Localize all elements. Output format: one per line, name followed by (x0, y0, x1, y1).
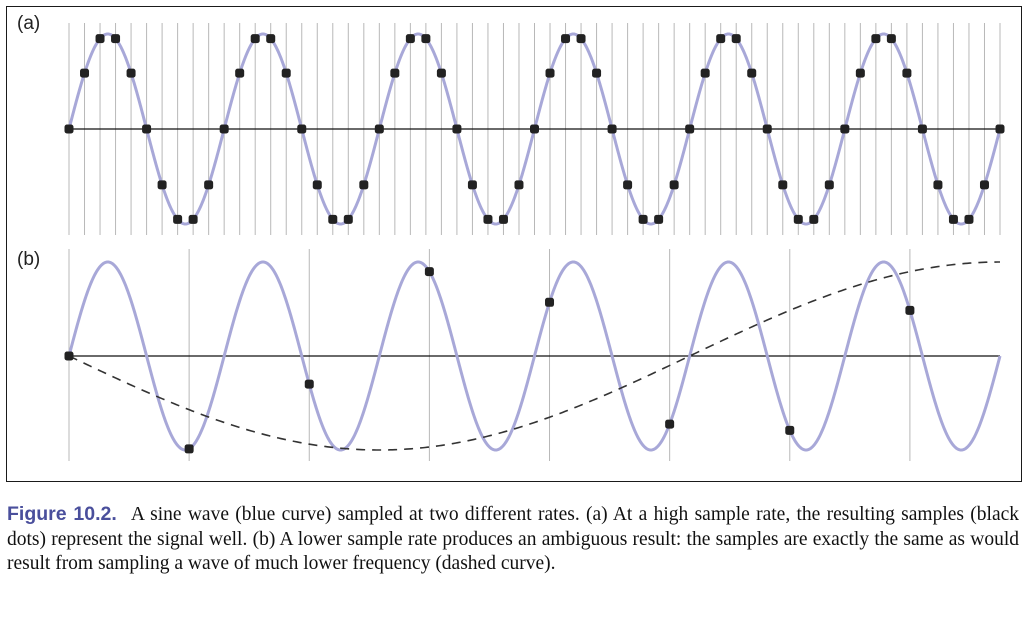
panel-a-sample-dot (219, 124, 229, 134)
panel-a-sample-dot (592, 68, 602, 78)
panel-a-sample-dot (545, 68, 555, 78)
panel-a-sample-dot (142, 124, 152, 134)
panel-b-sample-dot (785, 425, 795, 435)
panel-b-sample-dot (545, 297, 555, 307)
panel-a-sample-dot (126, 68, 136, 78)
panel-a-sample-dots (64, 34, 1005, 224)
panel-a-sample-dot (561, 34, 571, 44)
figure-frame: (a) (b) (6, 6, 1022, 482)
panel-a-sample-dot (111, 34, 121, 44)
panel-a-sample-dot (638, 214, 648, 224)
panel-a-sample-dot (855, 68, 865, 78)
panel-a-sample-dot (623, 180, 633, 190)
panel-a-sample-dot (747, 68, 757, 78)
panel-a-sample-dot (359, 180, 369, 190)
panel-a-sample-dot (576, 34, 586, 44)
panel-a-sample-dot (157, 180, 167, 190)
panel-a-sample-dot (64, 124, 74, 134)
sampling-figure: (a) (b) (17, 13, 1005, 461)
panel-b-alias-dashed-curve (68, 261, 1001, 451)
panel-a-sample-dot (173, 214, 183, 224)
panel-a-sample-dot (467, 180, 477, 190)
panel-a-sample-dot (995, 124, 1005, 134)
panel-a-sample-dot (793, 214, 803, 224)
panel-b-low-sample-rate: (b) (17, 249, 1002, 461)
panel-a-sample-dot (731, 34, 741, 44)
panel-a-sample-dot (421, 34, 431, 44)
panel-a-sample-dot (328, 214, 338, 224)
panel-a-sample-dot (824, 180, 834, 190)
panel-a-sample-dot (436, 68, 446, 78)
panel-a-sample-dot (266, 34, 276, 44)
panel-b-sample-dot (665, 419, 675, 429)
panel-a-sample-dot (343, 214, 353, 224)
panel-a-sample-dot (390, 68, 400, 78)
panel-a-sample-dot (235, 68, 245, 78)
panel-a-sample-dot (964, 214, 974, 224)
panel-a-sample-dot (716, 34, 726, 44)
panel-b-sample-lines (68, 249, 911, 461)
figure-caption: Figure 10.2. A sine wave (blue curve) sam… (7, 502, 1019, 577)
panel-a-sample-dot (700, 68, 710, 78)
panel-a-sample-dot (80, 68, 90, 78)
panel-b-sample-dot (184, 444, 194, 454)
panel-a-sample-dot (902, 68, 912, 78)
panel-a-sample-dot (250, 34, 260, 44)
panel-b-sample-dot (64, 351, 74, 361)
panel-a-sample-dot (654, 214, 664, 224)
caption-label: Figure 10.2. (7, 503, 117, 525)
panel-a-sample-dot (886, 34, 896, 44)
panel-a-sample-dot (204, 180, 214, 190)
panel-b-signal-curve (67, 260, 1002, 452)
panel-a-sample-dot (778, 180, 788, 190)
panel-a-label: (a) (17, 13, 40, 34)
panel-a-sample-dot (840, 124, 850, 134)
panel-b-sample-dot (905, 305, 915, 315)
panel-a-sample-dot (685, 124, 695, 134)
panel-a-sample-dot (607, 124, 617, 134)
panel-a-sample-dot (498, 214, 508, 224)
panel-a-sample-dot (452, 124, 462, 134)
panel-a-sample-dot (374, 124, 384, 134)
panel-a-sample-dot (405, 34, 415, 44)
panel-a-sample-dot (297, 124, 307, 134)
panel-a-sample-dot (979, 180, 989, 190)
panel-a-sample-dot (917, 124, 927, 134)
caption-text: A sine wave (blue curve) sampled at two … (7, 504, 1019, 574)
panel-b-sample-dots (64, 267, 915, 454)
panel-a-sample-dot (948, 214, 958, 224)
panel-a-sample-dot (95, 34, 105, 44)
panel-a-sample-dot (312, 180, 322, 190)
panel-a-sample-dot (762, 124, 772, 134)
panel-a-sample-dot (809, 214, 819, 224)
panel-a-sample-dot (871, 34, 881, 44)
panel-b-label: (b) (17, 249, 40, 270)
panel-b-sample-dot (304, 379, 314, 389)
panel-a-sample-dot (669, 180, 679, 190)
panel-b-sample-dot (424, 267, 434, 277)
panel-a-sample-dot (281, 68, 291, 78)
panel-a-sample-dot (933, 180, 943, 190)
panel-a-sample-dot (188, 214, 198, 224)
panel-a-sample-dot (530, 124, 539, 134)
panel-a-sample-dot (514, 180, 524, 190)
panel-a-high-sample-rate: (a) (17, 13, 1005, 235)
panel-a-sample-dot (483, 214, 493, 224)
